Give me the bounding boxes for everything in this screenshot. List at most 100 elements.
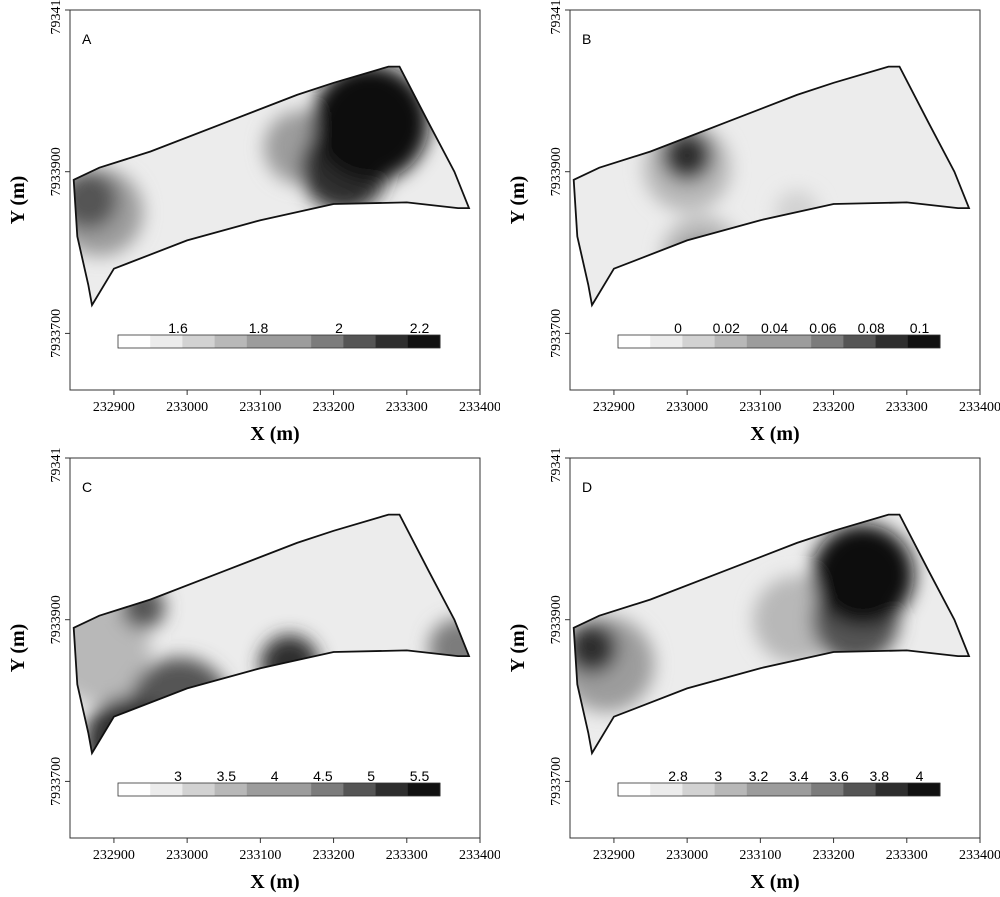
legend-swatch [182,783,216,796]
legend-swatch [907,335,941,348]
legend-label: 4 [271,768,279,784]
field-boundary [72,65,471,308]
legend-swatch [279,783,312,796]
x-tick-label: 233000 [666,848,708,863]
x-tick-label: 233000 [166,400,208,415]
x-axis-label: X (m) [750,423,799,445]
x-axis-label: X (m) [250,423,299,445]
x-tick-label: 232900 [593,848,635,863]
x-tick-label: 233300 [386,848,428,863]
legend-swatch [875,335,909,348]
legend-swatch [279,335,312,348]
legend-label: 0 [674,320,682,336]
legend-swatch [407,783,441,796]
legend-swatch [618,783,651,796]
y-tick-label: 7933700 [49,309,64,358]
x-tick-label: 233300 [886,848,928,863]
legend-swatch [182,335,216,348]
value-hotspot [811,523,915,627]
legend-bar [617,782,941,797]
field-boundary [72,513,471,756]
x-tick-label: 233200 [813,848,855,863]
legend-swatch [811,335,844,348]
legend-swatch [714,783,748,796]
legend-swatch [311,335,344,348]
legend-label: 4.5 [313,768,333,784]
legend-swatch [407,335,441,348]
legend-label: 2.2 [410,320,430,336]
legend-label: 0.06 [809,320,836,336]
x-tick-label: 232900 [93,400,135,415]
legend-label: 0.1 [910,320,930,336]
x-tick-label: 233100 [739,400,781,415]
value-hotspot [311,66,429,182]
panel-letter: A [82,31,92,47]
legend-swatch [311,783,344,796]
y-tick-label: 7934100 [549,448,564,483]
legend-swatch [375,783,409,796]
legend-label: 3.2 [749,768,769,784]
x-tick-label: 233400 [459,400,500,415]
x-tick-label: 233100 [239,848,281,863]
legend-label: 3.5 [217,768,237,784]
y-axis-label: Y (m) [507,176,529,225]
x-axis-label: X (m) [250,871,299,893]
legend-swatch [811,783,844,796]
legend-swatch [246,335,280,348]
x-tick-label: 232900 [593,400,635,415]
y-axis-label: Y (m) [507,624,529,673]
legend-swatch [843,335,877,348]
x-tick-label: 233000 [166,848,208,863]
y-tick-label: 7933700 [49,757,64,806]
panel-letter: B [582,31,591,47]
y-tick-label: 7934100 [549,0,564,35]
x-tick-label: 233200 [813,400,855,415]
legend-label: 0.02 [713,320,740,336]
legend-label: 0.08 [858,320,885,336]
legend-bar [117,334,441,349]
value-hotspot [73,600,151,704]
y-tick-label: 7933700 [549,309,564,358]
legend-swatch [843,783,877,796]
x-tick-label: 232900 [93,848,135,863]
legend-label: 5 [367,768,375,784]
legend-label: 1.8 [249,320,269,336]
legend-swatch [214,335,248,348]
legend-label: 3.8 [870,768,890,784]
map-panel-a: A 232900 233000 233100 233200 233300 233400 X (… [0,0,500,448]
legend-label: 0.04 [761,320,788,336]
y-tick-label: 7934100 [49,448,64,483]
legend-bar [617,334,941,349]
legend-swatch [682,335,716,348]
value-hotspot [73,170,118,230]
legend-label: 3 [714,768,722,784]
legend-label: 3.6 [829,768,849,784]
x-tick-label: 233300 [886,400,928,415]
legend-swatch [246,783,280,796]
field-boundary [572,65,971,308]
legend-swatch [375,335,409,348]
legend-label: 2 [335,320,343,336]
field-boundary [572,513,971,756]
legend-swatch [746,783,780,796]
legend-swatch [343,335,377,348]
legend-swatch [875,783,909,796]
legend-swatch [150,335,183,348]
y-tick-label: 7933900 [549,595,564,644]
legend-swatch [714,335,748,348]
x-tick-label: 233200 [313,848,355,863]
legend-swatch [779,335,812,348]
legend-swatch [907,783,941,796]
legend-swatch [682,783,716,796]
x-tick-label: 233400 [459,848,500,863]
value-hotspot [573,622,618,674]
legend-swatch [650,783,683,796]
y-tick-label: 7933900 [49,147,64,196]
x-tick-label: 233400 [959,400,1000,415]
x-tick-label: 233300 [386,400,428,415]
legend-label: 3.4 [789,768,809,784]
x-tick-label: 233200 [313,400,355,415]
legend-swatch [118,783,151,796]
legend-swatch [779,783,812,796]
x-tick-label: 233100 [239,400,281,415]
